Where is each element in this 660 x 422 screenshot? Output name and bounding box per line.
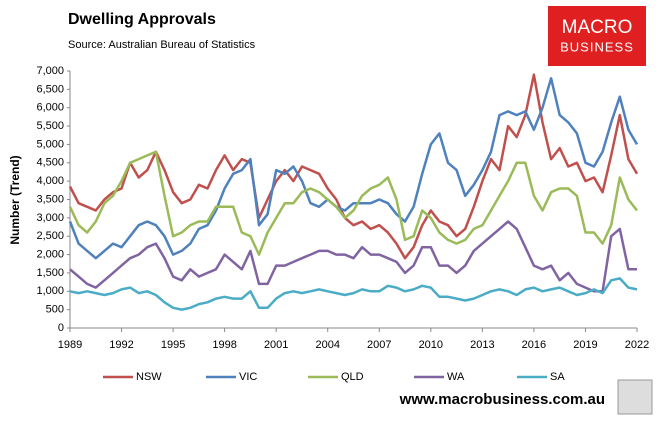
y-tick-label: 1,500 bbox=[36, 267, 64, 279]
y-tick-label: 2,500 bbox=[36, 230, 64, 242]
logo-text: MACRO bbox=[562, 17, 633, 38]
y-tick-label: 7,000 bbox=[36, 65, 64, 77]
y-tick-label: 4,000 bbox=[36, 175, 64, 187]
x-tick-label: 1998 bbox=[212, 339, 236, 351]
chart-title: Dwelling Approvals bbox=[68, 11, 216, 28]
y-tick-label: 4,500 bbox=[36, 157, 64, 169]
x-tick-label: 2019 bbox=[573, 339, 597, 351]
legend-label: VIC bbox=[239, 371, 257, 383]
logo-icon bbox=[617, 379, 653, 415]
x-tick-label: 2007 bbox=[367, 339, 391, 351]
x-tick-label: 1992 bbox=[109, 339, 133, 351]
y-tick-label: 2,000 bbox=[36, 248, 64, 260]
logo-box bbox=[548, 6, 646, 66]
logo-text: BUSINESS bbox=[560, 39, 634, 54]
y-tick-label: 6,500 bbox=[36, 83, 64, 95]
y-tick-label: 1,000 bbox=[36, 285, 64, 297]
y-tick-label: 3,500 bbox=[36, 193, 64, 205]
x-tick-label: 2004 bbox=[315, 339, 339, 351]
x-tick-label: 1989 bbox=[58, 339, 82, 351]
legend-label: WA bbox=[447, 371, 465, 383]
y-tick-label: 3,000 bbox=[36, 212, 64, 224]
y-tick-label: 5,500 bbox=[36, 120, 64, 132]
x-tick-label: 2016 bbox=[522, 339, 546, 351]
website: www.macrobusiness.com.au bbox=[399, 391, 605, 408]
y-tick-label: 0 bbox=[58, 322, 64, 334]
legend-label: SA bbox=[550, 371, 565, 383]
x-tick-label: 2001 bbox=[264, 339, 288, 351]
series-line bbox=[68, 73, 639, 260]
y-tick-label: 500 bbox=[46, 304, 64, 316]
series-line bbox=[69, 220, 637, 293]
legend-label: NSW bbox=[136, 371, 162, 383]
series-line bbox=[69, 277, 638, 311]
x-tick-label: 2013 bbox=[470, 339, 494, 351]
chart-subtitle: Source: Australian Bureau of Statistics bbox=[68, 39, 256, 51]
y-axis-label: Number (Trend) bbox=[8, 155, 22, 244]
x-tick-label: 1995 bbox=[161, 339, 185, 351]
x-tick-label: 2022 bbox=[625, 339, 649, 351]
legend-label: QLD bbox=[341, 371, 364, 383]
y-tick-label: 5,000 bbox=[36, 138, 64, 150]
x-tick-label: 2010 bbox=[419, 339, 443, 351]
y-tick-label: 6,000 bbox=[36, 102, 64, 114]
series-line bbox=[68, 77, 639, 260]
series-line bbox=[68, 150, 638, 256]
